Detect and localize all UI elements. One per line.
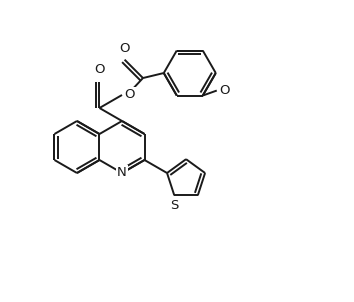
Text: N: N [117,166,127,179]
Text: O: O [219,84,229,97]
Text: O: O [124,88,135,101]
Text: O: O [119,42,130,55]
Text: S: S [170,199,178,212]
Text: O: O [94,63,105,76]
